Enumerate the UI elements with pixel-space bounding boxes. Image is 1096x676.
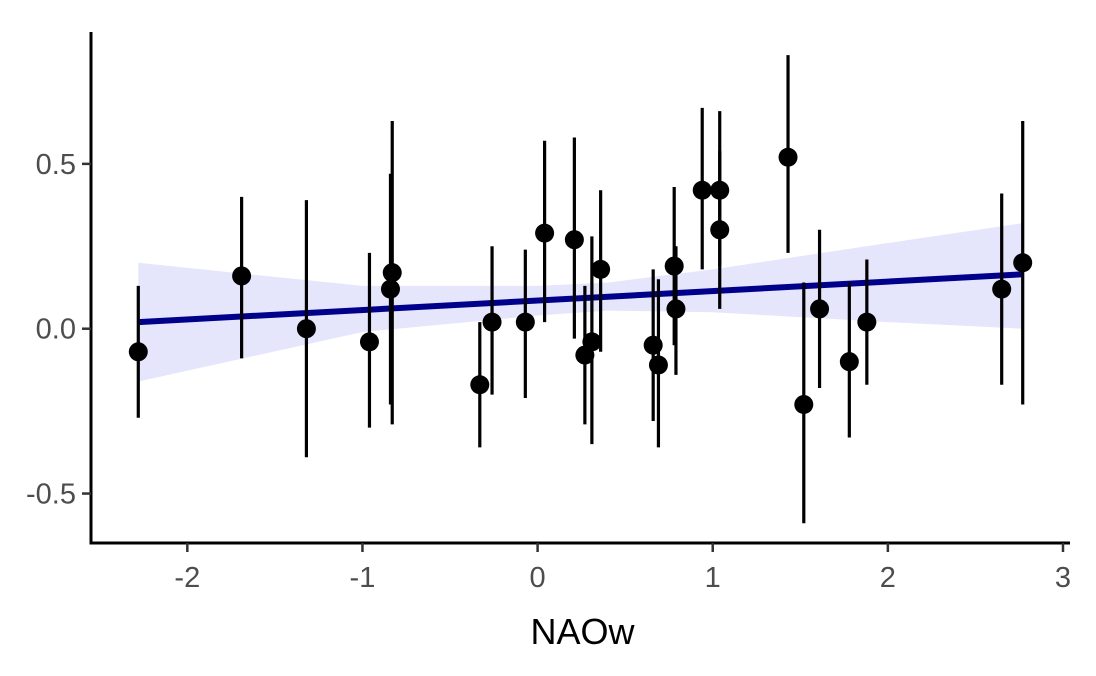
data-point-0	[128, 342, 148, 362]
data-point-14	[643, 335, 663, 355]
x-axis-title: NAOw	[530, 611, 635, 652]
data-point-27	[1013, 253, 1033, 273]
y-tick-label-0: -0.5	[26, 479, 76, 511]
data-point-4	[380, 279, 400, 299]
data-point-7	[482, 312, 502, 332]
data-point-1	[232, 266, 252, 286]
data-point-10	[564, 230, 584, 250]
data-point-15	[648, 355, 668, 375]
confidence-band-layer	[138, 223, 1023, 382]
data-point-5	[382, 263, 402, 283]
data-point-9	[535, 223, 555, 243]
x-tick-label-5: 3	[1055, 562, 1071, 594]
data-point-26	[992, 279, 1012, 299]
data-point-24	[839, 352, 859, 372]
data-point-20	[710, 220, 730, 240]
data-point-17	[666, 299, 686, 319]
data-point-2	[296, 319, 316, 339]
regression-line-layer	[138, 271, 1023, 326]
x-tick-label-2: 0	[530, 562, 546, 594]
data-point-19	[710, 180, 730, 200]
data-point-22	[794, 395, 814, 415]
data-point-21	[778, 147, 798, 167]
data-point-16	[664, 256, 684, 276]
y-tick-label-1: 0.0	[36, 314, 76, 346]
data-point-13	[591, 259, 611, 279]
confidence-band	[138, 223, 1023, 382]
x-tick-label-0: -2	[174, 562, 200, 594]
data-point-25	[857, 312, 877, 332]
data-point-8	[515, 312, 535, 332]
axes-layer: -2 -1 0 1 2 3 -0.5 0.0 0.5	[26, 32, 1071, 594]
x-tick-label-3: 1	[705, 562, 721, 594]
y-tick-label-2: 0.5	[36, 149, 76, 181]
data-points-layer	[128, 147, 1033, 415]
x-tick-label-1: -1	[350, 562, 376, 594]
data-point-12	[582, 332, 602, 352]
data-point-23	[810, 299, 830, 319]
regression-line	[138, 271, 1023, 326]
data-point-18	[692, 180, 712, 200]
x-tick-label-4: 2	[880, 562, 896, 594]
data-point-6	[470, 375, 490, 395]
data-point-3	[359, 332, 379, 352]
